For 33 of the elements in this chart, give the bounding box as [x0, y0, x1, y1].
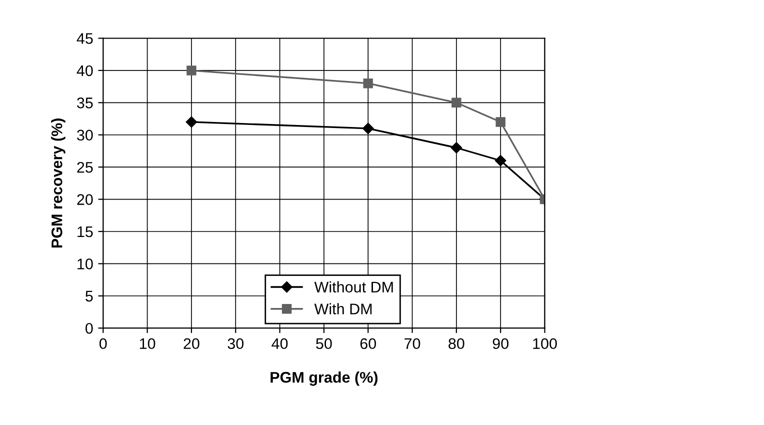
y-tick-label: 20	[77, 194, 93, 205]
x-tick-label: 80	[448, 338, 464, 350]
point	[452, 98, 462, 108]
y-tick-label: 10	[78, 258, 93, 270]
x-tick-label: 60	[360, 338, 376, 350]
x-tick-label: 30	[228, 338, 244, 350]
y-tick-label: 45	[76, 33, 93, 44]
y-axis-title: PGM recovery (%)	[51, 118, 66, 248]
point	[186, 116, 198, 128]
point	[494, 155, 506, 166]
x-tick-label: 100	[533, 338, 557, 350]
x-tick-label: 40	[272, 338, 288, 350]
y-tick-label: 35	[77, 98, 93, 108]
y-tick-label: 15	[78, 226, 93, 238]
x-tick-label: 90	[492, 338, 508, 350]
point	[363, 78, 373, 88]
point	[496, 117, 506, 127]
y-tick-label: 5	[86, 290, 93, 302]
x-tick-label: 0	[99, 338, 107, 350]
y-tick-label: 30	[77, 130, 93, 141]
x-tick-label: 70	[404, 338, 420, 350]
point	[186, 66, 196, 76]
y-tick-label: 40	[76, 65, 93, 76]
point	[450, 142, 462, 154]
x-tick-label: 10	[140, 338, 156, 350]
y-tick-label: 0	[86, 322, 93, 334]
point	[362, 122, 374, 134]
x-tick-label: 50	[316, 338, 332, 350]
x-axis-title: PGM grade (%)	[270, 372, 378, 386]
y-tick-label: 25	[77, 162, 93, 173]
x-tick-label: 20	[184, 338, 200, 350]
legend-label: Without DM	[314, 281, 393, 293]
legend-label: With DM	[314, 303, 372, 314]
